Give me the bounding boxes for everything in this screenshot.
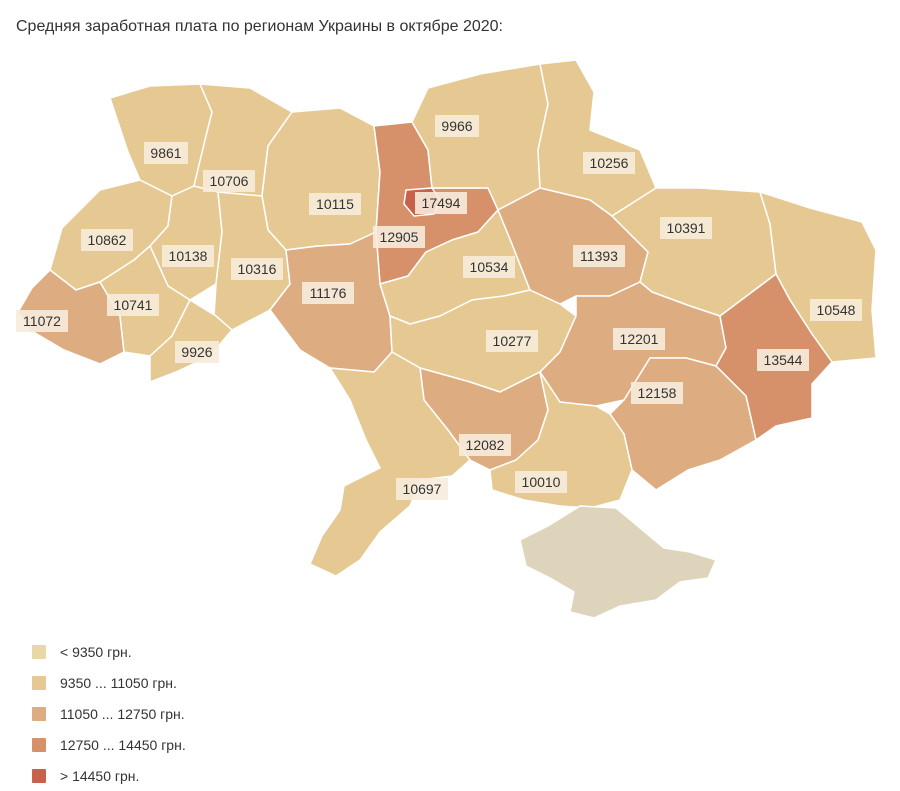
region-value-text: 9966 — [441, 118, 472, 134]
legend-label: 12750 ... 14450 грн. — [60, 736, 186, 753]
region-value-label-bg — [810, 299, 862, 321]
region-value-label-bg — [175, 341, 219, 363]
region-value-text: 10316 — [238, 261, 277, 277]
region-value-label: 10115 — [309, 193, 361, 215]
legend-label: 9350 ... 11050 грн. — [60, 674, 177, 691]
region-value-label-bg — [107, 294, 159, 316]
legend-label: 11050 ... 12750 грн. — [60, 705, 185, 722]
region-value-text: 10391 — [667, 220, 706, 236]
region-value-label-bg — [396, 478, 448, 500]
region-value-text: 11072 — [23, 313, 61, 329]
region-value-text: 10534 — [470, 259, 509, 275]
region-value-label-bg — [415, 192, 467, 214]
region-value-label: 10706 — [203, 170, 255, 192]
region-value-label-bg — [162, 245, 214, 267]
legend-item: 12750 ... 14450 грн. — [32, 729, 186, 760]
region-value-text: 12082 — [466, 437, 505, 453]
region-value-label-bg — [573, 245, 625, 267]
region-value-label: 10862 — [81, 229, 133, 251]
region-value-label-bg — [373, 226, 425, 248]
region-value-label-bg — [144, 142, 188, 164]
region-value-text: 12158 — [638, 385, 677, 401]
region-value-label-bg — [757, 349, 809, 371]
legend-item: 9350 ... 11050 грн. — [32, 667, 186, 698]
region-value-label-bg — [435, 115, 479, 137]
region-value-text: 10741 — [114, 297, 153, 313]
region-value-label-bg — [459, 434, 511, 456]
region-value-text: 10277 — [493, 333, 532, 349]
region-value-text: 10862 — [88, 232, 127, 248]
region-value-label-bg — [613, 328, 665, 350]
region-value-label: 10256 — [583, 152, 635, 174]
region-value-label: 13544 — [757, 349, 809, 371]
region-crimea[interactable] — [519, 505, 717, 619]
region-value-label-bg — [463, 256, 515, 278]
region-value-text: 10697 — [403, 481, 442, 497]
region-value-label: 11393 — [573, 245, 625, 267]
region-value-text: 10548 — [817, 302, 856, 318]
legend-item: < 9350 грн. — [32, 636, 186, 667]
region-value-text: 10256 — [590, 155, 629, 171]
legend-swatch — [32, 644, 46, 659]
region-value-label-bg — [583, 152, 635, 174]
region-value-text: 10138 — [169, 248, 208, 264]
region-value-label: 9861 — [144, 142, 188, 164]
region-value-label: 17494 — [415, 192, 467, 214]
region-value-text: 10010 — [522, 474, 561, 490]
region-value-text: 9926 — [181, 344, 212, 360]
region-value-text: 11393 — [580, 248, 618, 264]
region-value-text: 9861 — [150, 145, 181, 161]
region-value-label: 10277 — [486, 330, 538, 352]
region-value-text: 12905 — [380, 229, 419, 245]
region-value-text: 11176 — [310, 285, 347, 301]
legend-label: < 9350 грн. — [60, 643, 132, 660]
region-value-label: 11176 — [302, 282, 354, 304]
map-title: Средняя заработная плата по регионам Укр… — [16, 18, 503, 35]
region-value-label-bg — [231, 258, 283, 280]
region-value-label: 10741 — [107, 294, 159, 316]
region-value-label-bg — [486, 330, 538, 352]
region-value-label: 10534 — [463, 256, 515, 278]
region-value-label: 10010 — [515, 471, 567, 493]
legend-swatch — [32, 706, 46, 721]
region-value-label: 10391 — [660, 217, 712, 239]
region-value-label: 9966 — [435, 115, 479, 137]
legend-swatch — [32, 737, 46, 752]
region-labels: 9861 10706 10115 12905 17494 9966 10256 10862 10… — [16, 115, 862, 500]
region-value-text: 10706 — [210, 173, 249, 189]
region-value-label: 12082 — [459, 434, 511, 456]
legend-swatch — [32, 675, 46, 690]
region-value-label: 11072 — [16, 310, 68, 332]
region-value-label-bg — [302, 282, 354, 304]
region-value-label: 10316 — [231, 258, 283, 280]
legend-item: 11050 ... 12750 грн. — [32, 698, 186, 729]
region-value-label: 10548 — [810, 299, 862, 321]
region-value-label: 12201 — [613, 328, 665, 350]
region-value-text: 17494 — [422, 195, 461, 211]
region-value-text: 10115 — [316, 196, 354, 212]
region-chernihiv[interactable] — [411, 63, 549, 211]
region-value-label-bg — [515, 471, 567, 493]
legend-swatch — [32, 768, 46, 783]
region-zhytomyr[interactable] — [261, 107, 381, 251]
region-value-label-bg — [16, 310, 68, 332]
region-value-label: 9926 — [175, 341, 219, 363]
legend-label: > 14450 грн. — [60, 767, 140, 784]
region-value-label-bg — [309, 193, 361, 215]
region-value-label-bg — [81, 229, 133, 251]
region-value-label: 10138 — [162, 245, 214, 267]
region-odesa[interactable] — [309, 351, 471, 577]
region-value-text: 13544 — [764, 352, 803, 368]
region-value-label-bg — [631, 382, 683, 404]
region-value-label: 12905 — [373, 226, 425, 248]
region-value-label: 12158 — [631, 382, 683, 404]
legend-item: > 14450 грн. — [32, 760, 186, 791]
region-value-text: 12201 — [620, 331, 659, 347]
region-value-label-bg — [203, 170, 255, 192]
region-value-label: 10697 — [396, 478, 448, 500]
region-value-label-bg — [660, 217, 712, 239]
map-legend: < 9350 грн. 9350 ... 11050 грн. 11050 ... … — [32, 636, 186, 791]
